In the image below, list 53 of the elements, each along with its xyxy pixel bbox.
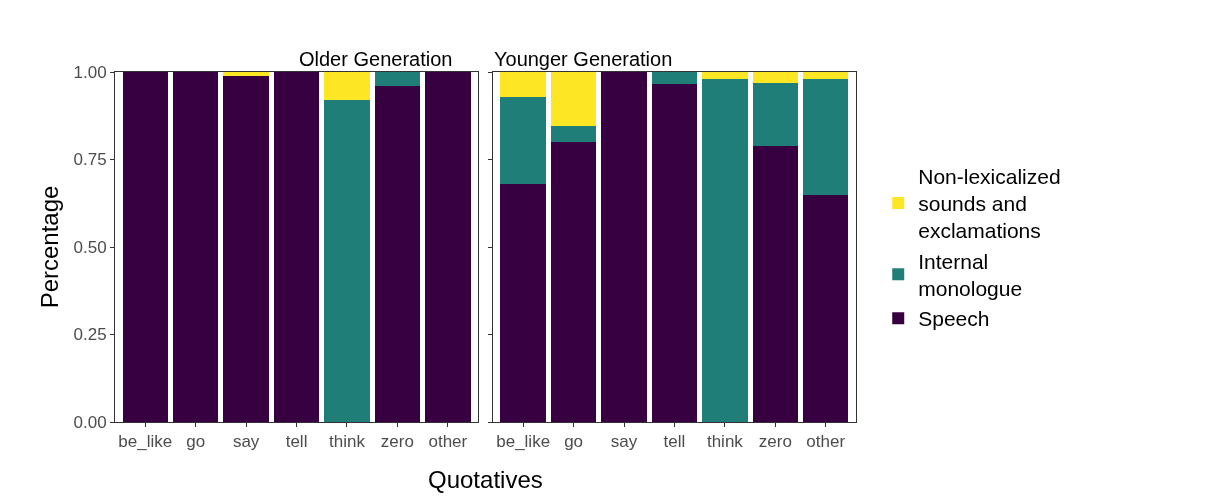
bar [651,84,698,422]
bar [122,72,168,422]
y-tick-label: 0.75 [73,150,107,170]
bar [803,194,849,422]
bar [651,72,698,85]
bar [324,72,370,100]
x-tick-label: go [564,432,584,452]
bar [803,72,849,79]
bar [273,72,320,422]
x-tick-label: go [186,432,206,452]
y-tick-label: 0.00 [73,412,107,432]
bar [550,72,597,127]
bar [550,126,597,142]
bar [374,72,421,86]
bar [752,82,799,146]
x-tick-label: other [428,432,468,452]
y-tick-label: 0.25 [73,325,107,345]
x-tick-label: tell [285,432,308,452]
x-axis-title: Quotatives [428,466,543,493]
x-tick-label: zero [380,432,414,452]
x-tick-label: zero [758,432,792,452]
bar [172,72,219,422]
bar [374,86,421,422]
x-tick-label: say [610,432,638,452]
legend-label: Non-lexicalized sounds and exclamations [918,164,1061,243]
chart-title: Older Generation [299,48,453,70]
y-axis-title: Percentage [35,185,63,309]
x-tick-label: be_like [118,432,173,452]
x-tick-label: other [806,432,846,452]
bar [500,72,546,97]
bar [702,79,748,422]
bar [223,72,269,76]
bar [601,72,647,422]
bar [803,79,849,195]
legend-label: Speech [918,307,990,331]
bar [425,72,471,422]
x-tick-label: say [232,432,260,452]
legend-label: Internal monologue [918,249,1023,301]
x-tick-label: think [329,432,366,452]
bar [223,75,269,422]
y-tick-label: 0.50 [73,237,107,257]
bar [324,100,370,422]
bar [752,72,799,83]
x-tick-label: tell [663,432,686,452]
bar [702,72,748,79]
bar [550,142,597,422]
x-tick-label: be_like [496,432,551,452]
bar [752,145,799,422]
chart-title: Younger Generation [494,48,673,70]
x-tick-label: think [706,432,744,452]
bar [500,184,546,422]
bar [500,96,546,184]
y-tick-label: 1.00 [73,62,107,82]
